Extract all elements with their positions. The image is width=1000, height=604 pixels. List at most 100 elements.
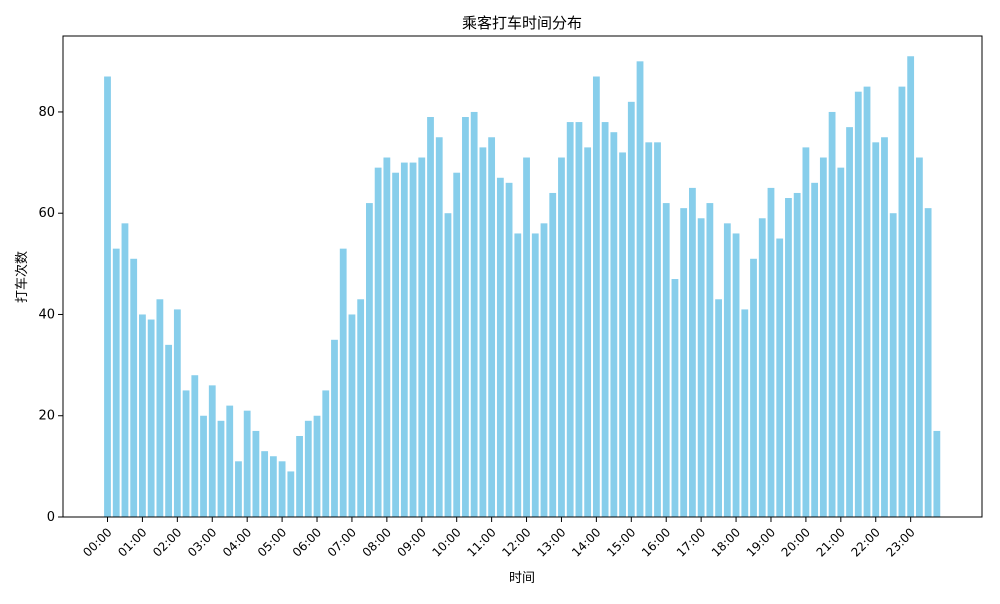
x-tick-label: 09:00 [395,525,429,559]
bar [863,86,871,517]
bar [531,233,539,517]
bar [339,248,347,517]
bar [671,279,679,517]
x-tick-label: 06:00 [290,525,324,559]
x-tick-label: 03:00 [185,525,219,559]
x-tick-label: 22:00 [849,525,883,559]
bar [811,182,819,517]
bar [243,410,251,517]
bar [732,233,740,517]
y-axis-label: 打车次数 [14,251,30,303]
bar [173,309,181,517]
bar [872,142,880,517]
y-tick-label: 40 [38,307,55,322]
bar [898,86,906,517]
bar [636,61,644,517]
x-tick-label: 16:00 [639,525,673,559]
bar [488,137,496,517]
x-tick-label: 08:00 [360,525,394,559]
bar [331,339,338,517]
bar [750,258,757,517]
bar [889,213,897,517]
x-tick-label: 05:00 [255,525,289,559]
y-tick-label: 0 [47,510,55,525]
bar [418,157,426,517]
bar [540,223,548,517]
bar [287,471,295,517]
bar [645,142,653,517]
bar [802,147,810,517]
bar [924,208,932,517]
x-tick-label: 13:00 [534,525,568,559]
bar [828,111,836,517]
bar [933,430,941,517]
bar [662,203,670,517]
bar [610,132,618,517]
bar [697,218,705,517]
bar [165,344,173,517]
x-tick-label: 10:00 [429,525,463,559]
x-tick-label: 04:00 [220,525,254,559]
bar [575,122,583,517]
bar [226,405,234,517]
bar [191,375,199,517]
bar [619,152,626,517]
bar [278,461,286,517]
bar [523,157,530,517]
bar [776,238,784,517]
bar [427,117,434,517]
bar [130,258,138,517]
bar [723,223,731,517]
bar [235,461,242,517]
x-tick-label: 15:00 [604,525,638,559]
bar [558,157,565,517]
bar [374,167,382,517]
bar [208,385,216,517]
bar [584,147,592,517]
bar [566,122,574,517]
bar [322,390,330,517]
bar [907,56,915,517]
bar [392,172,399,517]
bar [706,203,714,517]
bar [915,157,923,517]
bar [357,299,365,517]
bar [400,162,408,517]
bar [627,101,635,517]
bar [654,142,661,517]
bar [296,435,303,517]
bar [112,248,120,517]
y-axis: 0 20 40 60 80 [38,105,63,525]
bar [819,157,827,517]
bar [680,208,688,517]
bar [104,76,111,517]
x-tick-label: 00:00 [80,525,114,559]
x-tick-label: 21:00 [814,525,848,559]
x-tick-label: 14:00 [569,525,603,559]
bar [549,192,557,517]
x-tick-label: 12:00 [499,525,533,559]
bar [313,415,321,517]
y-tick-label: 20 [38,409,55,424]
x-tick-label: 01:00 [115,525,149,559]
bar [767,187,775,517]
x-tick-label: 11:00 [464,525,498,559]
bar [269,456,277,517]
bar [601,122,609,517]
bar [793,192,801,517]
bar [715,299,722,517]
bar [121,223,129,517]
x-axis: 00:00 01:00 02:00 03:00 04:00 05:00 06:00 07:00… [80,517,918,560]
bar [514,233,522,517]
bar [453,172,461,517]
bar [881,137,888,517]
y-tick-label: 60 [38,206,55,221]
x-tick-label: 07:00 [325,525,359,559]
bar [470,111,478,517]
bar [252,430,260,517]
plot-frame [62,35,983,518]
bar [479,147,487,517]
x-axis-label: 时间 [509,571,535,586]
y-tick-label: 80 [38,105,55,120]
